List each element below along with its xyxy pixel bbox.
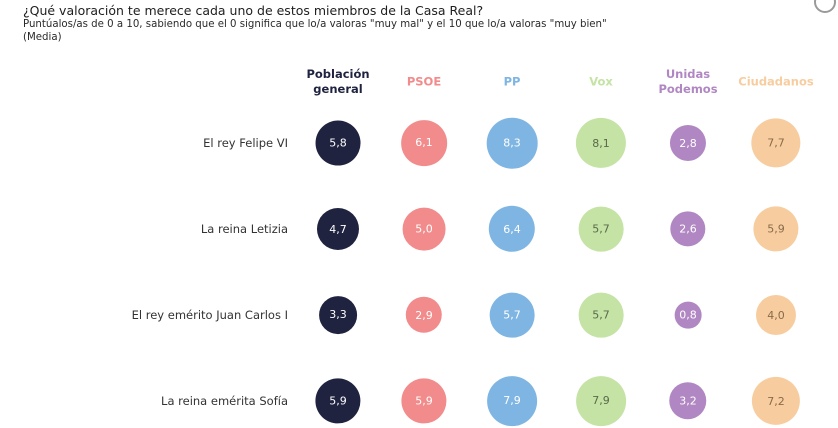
data-bubble: 5,9 <box>753 206 799 252</box>
data-label: 5,7 <box>592 308 610 322</box>
data-bubble: 7,9 <box>487 376 537 426</box>
data-label: 2,9 <box>415 308 433 322</box>
data-label: 4,0 <box>767 308 785 322</box>
row-label: El rey Felipe VI <box>203 136 288 150</box>
data-bubble: 5,7 <box>578 206 624 252</box>
column-header: Ciudadanos <box>738 74 814 89</box>
data-bubble: 7,2 <box>751 376 801 426</box>
chart-subtitle: Puntúalos/as de 0 a 10, sabiendo que el … <box>23 19 607 30</box>
data-label: 5,9 <box>415 394 433 408</box>
data-bubble: 7,7 <box>751 118 801 168</box>
data-label: 8,3 <box>503 136 521 150</box>
chart-header: ¿Qué valoración te merece cada uno de es… <box>23 3 607 44</box>
data-label: 7,2 <box>767 394 785 408</box>
data-label: 0,8 <box>679 308 697 322</box>
column-header: PSOE <box>406 74 442 89</box>
data-label: 6,4 <box>503 222 521 236</box>
data-bubble: 6,1 <box>401 120 447 166</box>
data-bubble: 4,7 <box>316 207 360 251</box>
data-label: 2,8 <box>679 136 697 150</box>
column-header: Vox <box>589 74 613 89</box>
column-header: PP <box>503 74 521 89</box>
data-bubble: 4,0 <box>755 294 797 336</box>
data-bubble: 2,6 <box>670 211 706 247</box>
data-label: 7,9 <box>503 394 521 408</box>
data-bubble: 6,4 <box>488 205 536 253</box>
data-bubble: 5,9 <box>315 378 361 424</box>
data-label: 3,3 <box>329 308 347 322</box>
data-bubble: 8,1 <box>575 117 627 169</box>
data-bubble: 3,3 <box>319 296 357 334</box>
column-header: Población general <box>306 67 370 96</box>
chart-title: ¿Qué valoración te merece cada uno de es… <box>23 3 484 18</box>
column-header: Unidas Podemos <box>658 67 718 96</box>
data-bubble: 5,8 <box>315 120 361 166</box>
data-label: 5,8 <box>329 136 347 150</box>
data-label: 5,9 <box>329 394 347 408</box>
data-bubble: 8,3 <box>486 117 538 169</box>
row-label: La reina Letizia <box>200 222 288 236</box>
data-label: 2,6 <box>679 222 697 236</box>
corner-decoration <box>814 0 836 13</box>
data-bubble: 5,9 <box>401 378 447 424</box>
row-label: El rey emérito Juan Carlos I <box>131 308 288 322</box>
row-label: La reina emérita Sofía <box>161 394 288 408</box>
data-label: 6,1 <box>415 136 433 150</box>
data-label: 7,7 <box>767 136 785 150</box>
data-label: 8,1 <box>592 136 610 150</box>
data-label: 4,7 <box>329 222 347 236</box>
data-label: 3,2 <box>679 394 697 408</box>
data-bubble: 2,8 <box>669 124 707 162</box>
data-label: 5,7 <box>503 308 521 322</box>
data-bubble: 2,9 <box>405 296 443 334</box>
data-label: 5,9 <box>767 222 785 236</box>
data-bubble: 5,0 <box>402 207 446 251</box>
data-bubble: 5,7 <box>578 292 624 338</box>
data-label: 5,7 <box>592 222 610 236</box>
data-bubble: 0,8 <box>674 301 702 329</box>
data-bubble: 7,9 <box>576 376 626 426</box>
data-bubble: 3,2 <box>669 382 707 420</box>
data-bubble: 5,7 <box>489 292 535 338</box>
data-label: 5,0 <box>415 222 433 236</box>
chart-note: (Media) <box>23 32 62 43</box>
data-label: 7,9 <box>592 394 610 408</box>
